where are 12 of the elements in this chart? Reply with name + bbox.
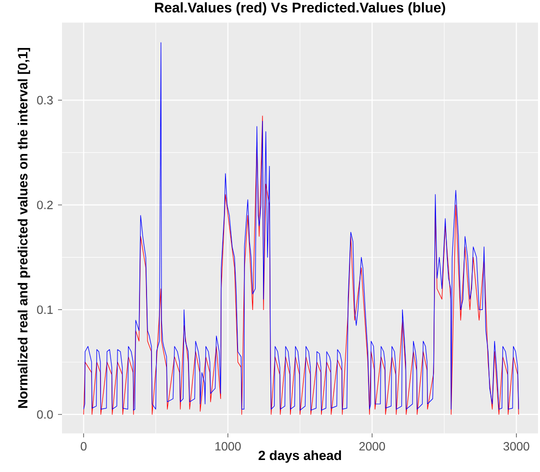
x-tick-label: 3000 — [503, 442, 530, 451]
y-tick-label: 0.0 — [37, 410, 53, 419]
y-tick-label: 0.3 — [37, 96, 53, 104]
x-tick-label: 2000 — [359, 442, 385, 451]
y-tick-label: 0.1 — [37, 305, 53, 314]
line-series — [83, 42, 519, 411]
x-axis-title: 2 days ahead — [258, 450, 341, 463]
y-axis-title: Normalized real and predicted values on the interval [0,1] — [18, 48, 30, 408]
chart-title: Real.Values (red) Vs Predicted.Values (blue) — [155, 2, 446, 16]
y-tick-label: 0.2 — [37, 200, 53, 210]
x-tick-label: 0 — [80, 442, 87, 451]
x-tick-label: 1000 — [215, 442, 241, 451]
